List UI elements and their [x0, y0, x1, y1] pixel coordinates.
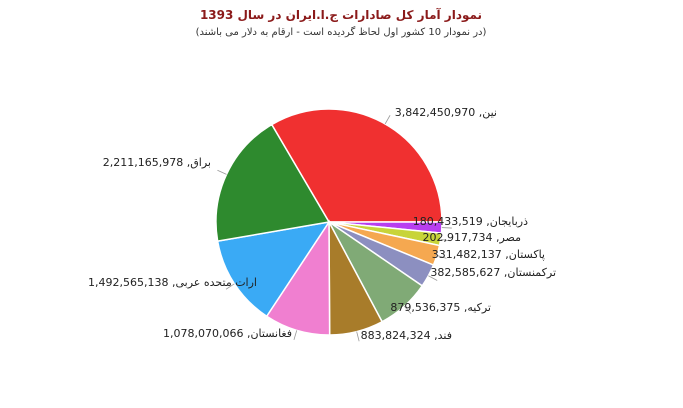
slice-label-8: 1,492,565,138 ,ارات متحده عربی [88, 276, 257, 289]
slice-label-0: 3,842,450,970 ,نین [395, 106, 497, 119]
slice-label-2: 202,917,734 ,مصر [423, 231, 522, 244]
slice-label-7: 1,078,070,066 ,فغانستان [163, 327, 292, 340]
leader-line-8 [225, 283, 235, 290]
leader-line-5 [404, 305, 412, 314]
slice-label-5: 879,536,375 ,ترکیه [390, 301, 491, 314]
slice-label-1: 180,433,519 ,ذربایجان [413, 215, 528, 228]
leader-line-6 [356, 331, 360, 342]
leader-line-7 [293, 330, 298, 341]
slice-label-3: 331,482,137 ,پاکستان [432, 248, 545, 261]
leader-line-0 [384, 115, 391, 125]
pie-slices [215, 108, 443, 336]
pie-slice-0 [270, 108, 443, 223]
slice-label-6: 883,824,324 ,فند [361, 329, 452, 342]
slice-label-9: 2,211,165,978 ,براق [103, 156, 211, 169]
leader-line-9 [217, 169, 227, 175]
leader-line-3 [436, 255, 447, 259]
leader-lines [217, 115, 452, 342]
chart-title: نمودار آمار کل صادارات ج.ا.ایران در سال … [200, 7, 482, 23]
pie-slice-8 [216, 220, 331, 318]
leader-line-1 [441, 227, 452, 229]
leader-line-4 [428, 275, 438, 281]
leader-line-2 [440, 238, 451, 242]
slice-label-4: 382,585,627 ,ترکمنستان [430, 266, 556, 279]
chart-subtitle: (در نمودار 10 کشور اول لحاظ گردیده است -… [196, 26, 487, 38]
slice-labels: 3,842,450,970 ,نین 180,433,519 ,ذربایجان 2… [88, 106, 556, 342]
